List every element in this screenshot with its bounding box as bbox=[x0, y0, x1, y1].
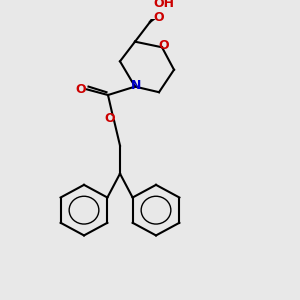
Text: O: O bbox=[76, 83, 86, 96]
Text: O: O bbox=[158, 39, 169, 52]
Text: N: N bbox=[131, 79, 142, 92]
Text: O: O bbox=[104, 112, 115, 125]
Text: OH: OH bbox=[153, 0, 174, 10]
Text: O: O bbox=[154, 11, 164, 24]
